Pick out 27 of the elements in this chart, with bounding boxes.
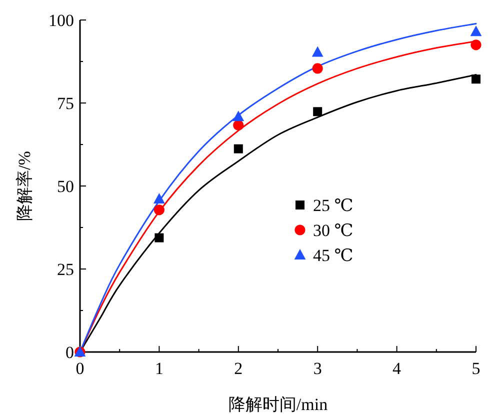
point (232, 110, 244, 122)
point (154, 204, 164, 216)
y-tick-label: 25 (57, 260, 74, 279)
y-tick-label: 75 (57, 94, 74, 113)
x-tick-label: 3 (313, 359, 322, 378)
y-tick-label: 50 (57, 177, 74, 196)
point (312, 46, 324, 57)
legend-label: 30 ℃ (313, 221, 354, 240)
point (470, 26, 482, 36)
legend-label: 45 ℃ (313, 246, 354, 265)
y-axis-title: 降解率/% (15, 151, 34, 221)
x-tick-label: 1 (154, 359, 164, 378)
point (312, 63, 323, 74)
legend-label: 25 ℃ (313, 196, 354, 215)
point (470, 40, 482, 50)
point (472, 74, 480, 84)
x-tick-label: 2 (234, 359, 243, 378)
y-tick-label: 100 (48, 11, 74, 30)
x-axis-title: 降解时间/min (228, 395, 328, 414)
x-tick-label: 4 (392, 359, 402, 378)
point (154, 192, 165, 204)
point (313, 107, 322, 116)
point (234, 144, 243, 154)
point (154, 233, 164, 242)
y-tick-label: 0 (66, 343, 74, 362)
x-tick-label: 5 (472, 359, 480, 378)
point (233, 120, 244, 131)
